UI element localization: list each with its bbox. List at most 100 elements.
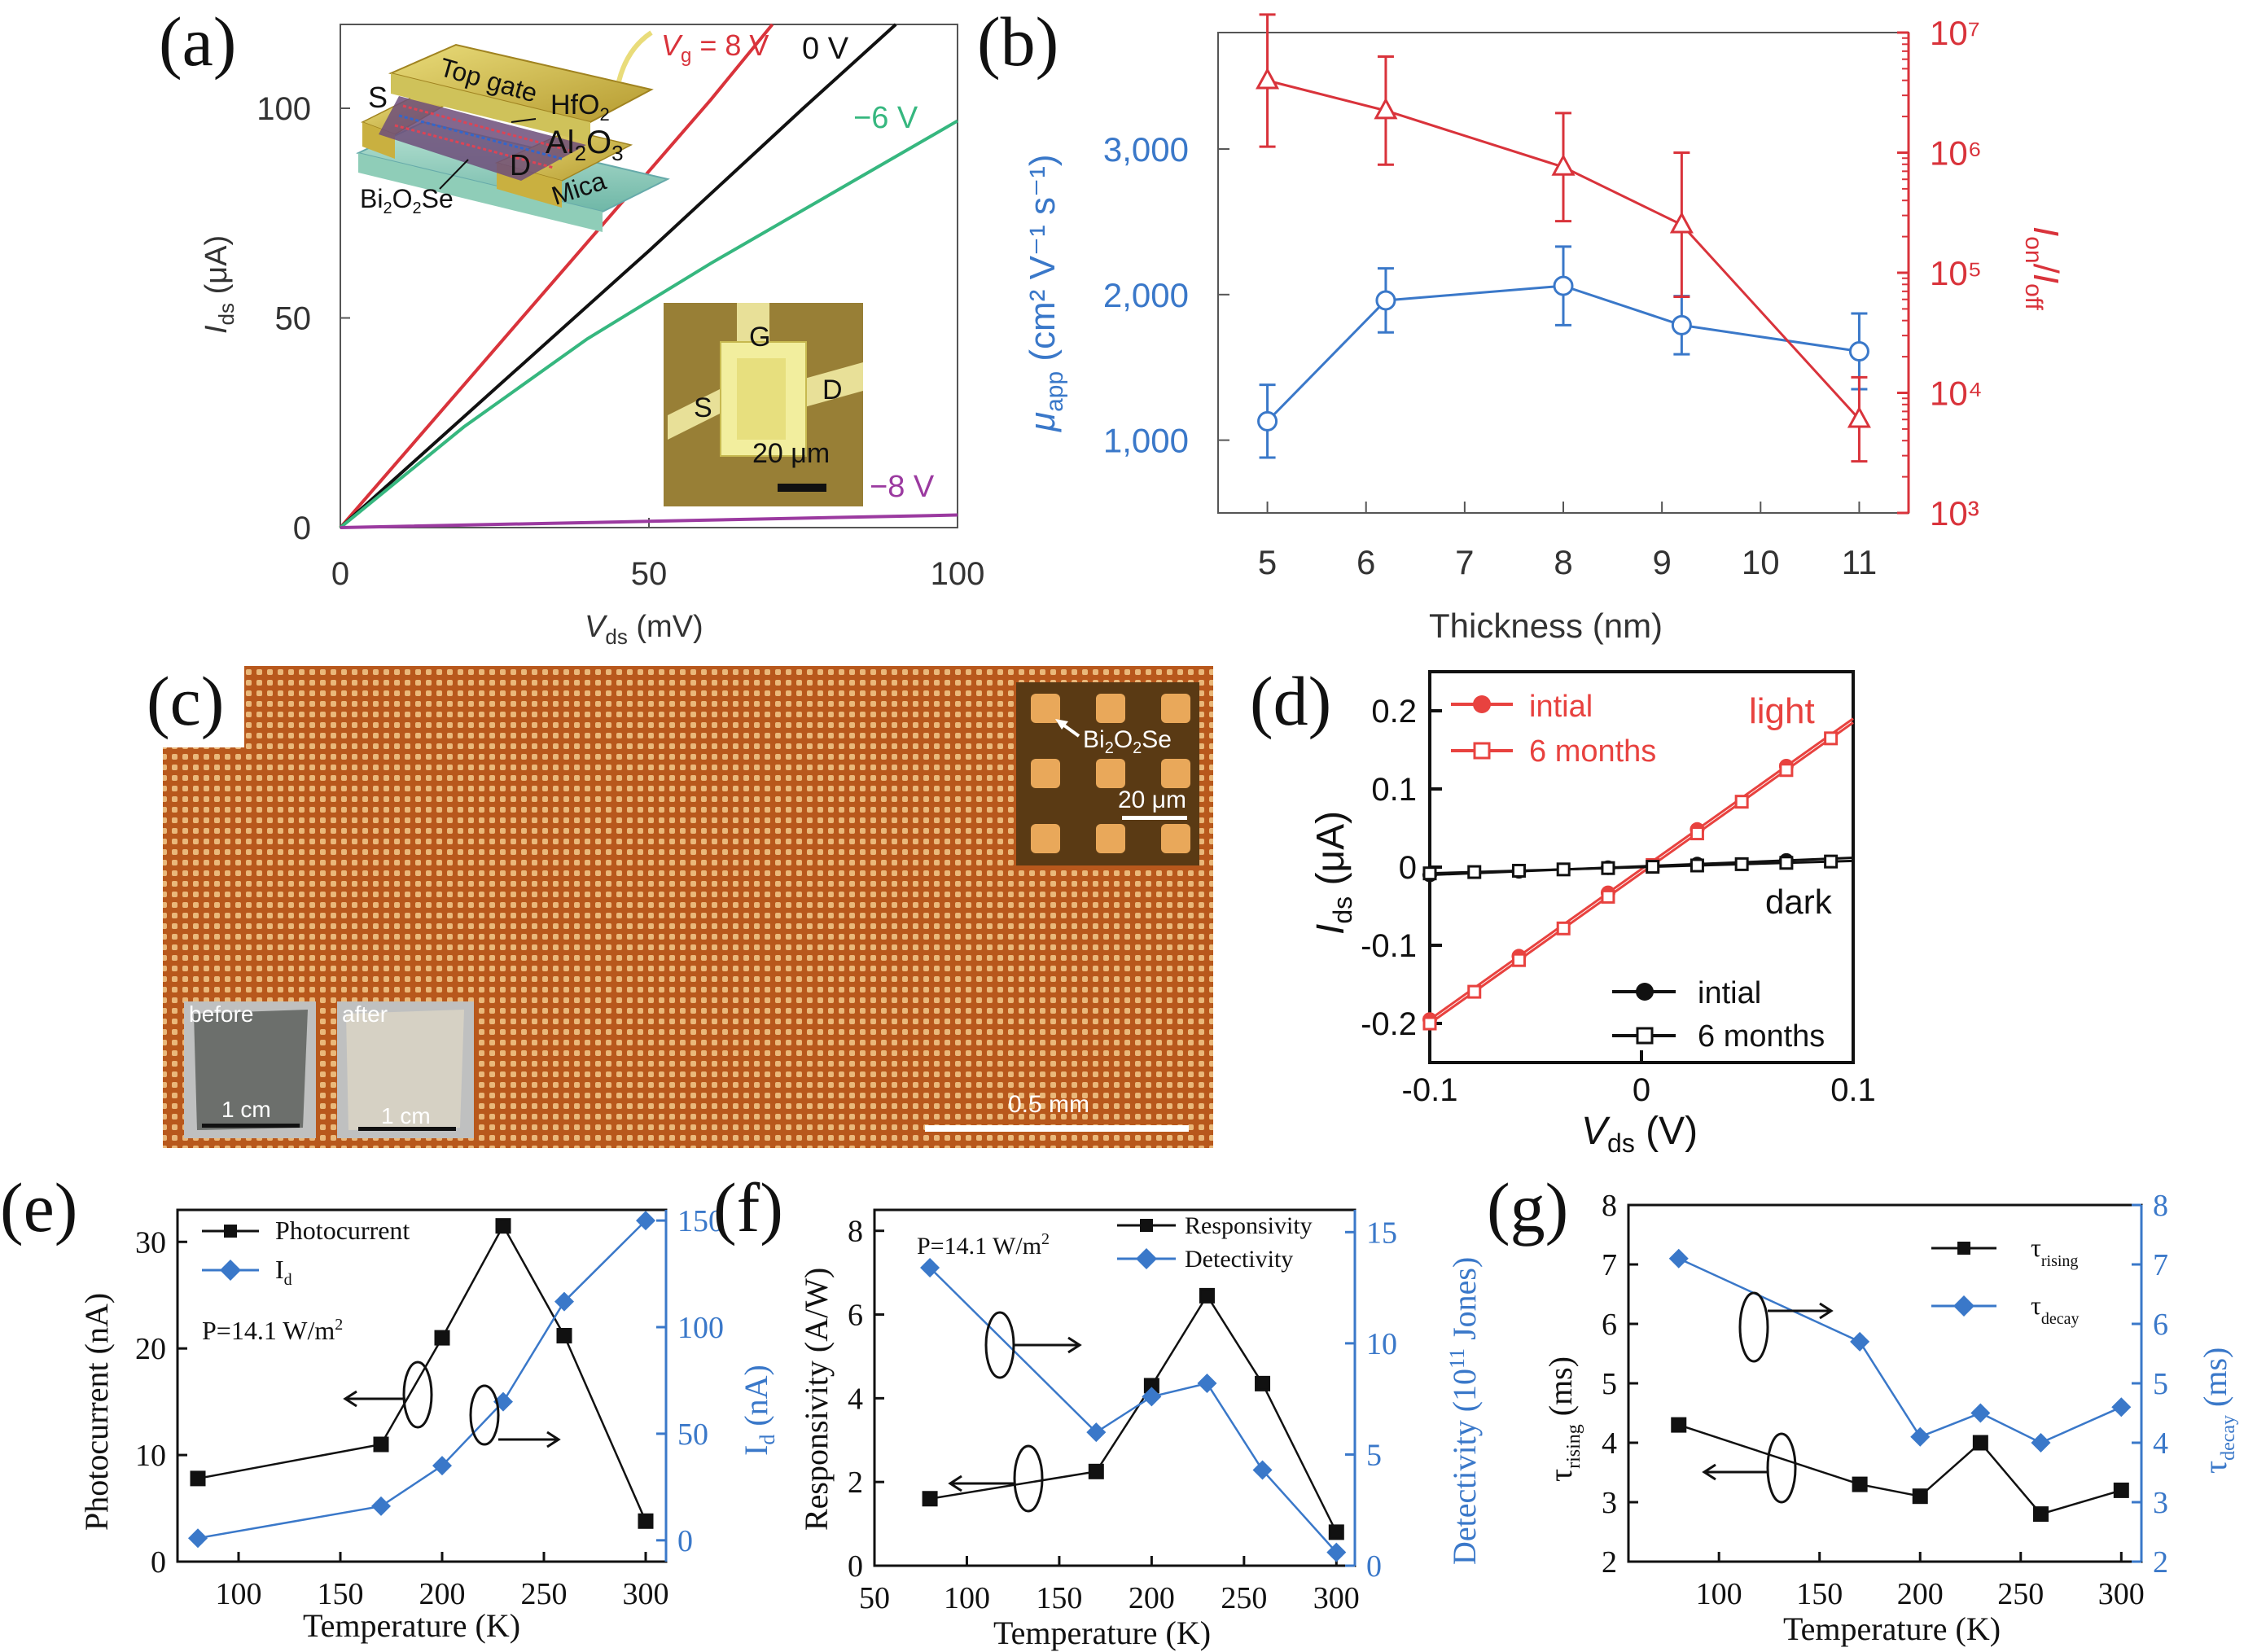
x-tick-label: 50	[859, 1581, 890, 1615]
y-tick-label-right: 15	[1366, 1216, 1397, 1250]
axis-ticks: -0.1 0 0.1 0.2 0.1 0 -0.1 -0.2	[1361, 694, 1876, 1108]
data-point-light_6m	[1467, 984, 1482, 999]
y-tick-label-left: 3,000	[1103, 130, 1189, 169]
photo-label-s: S	[694, 392, 712, 423]
y-tick-label-left: 20	[135, 1332, 166, 1366]
data-point-light_6m	[1556, 921, 1571, 936]
data-point-rising	[1852, 1476, 1868, 1492]
plot-lines	[1668, 1248, 2132, 1523]
panel-label-c: (c)	[147, 662, 224, 740]
data-point-dark_6m	[1690, 858, 1704, 873]
wafer-before-photo: before 1 cm	[184, 1001, 316, 1138]
y-axis-label-b-left: μapp (cm² V⁻¹ s⁻¹)	[1023, 154, 1068, 432]
legend-light: intial 6 months	[1451, 690, 1656, 769]
x-tick-label: -0.1	[1402, 1072, 1458, 1108]
y-tick-label: 0	[293, 510, 311, 546]
y-tick-label-left: 8	[848, 1215, 863, 1249]
legend-id: Id	[275, 1255, 292, 1289]
series-line-m8V	[340, 513, 958, 529]
y-tick-label-right: 8	[2153, 1189, 2168, 1223]
y-tick-label-right: 7	[2153, 1248, 2168, 1282]
y-tick-label: 100	[256, 91, 311, 127]
x-tick-label: 200	[1129, 1581, 1175, 1615]
x-tick-label: 100	[944, 1581, 990, 1615]
series-line-photocurrent	[197, 1224, 647, 1522]
legend-dark-6months: 6 months	[1698, 1019, 1825, 1054]
data-point-mobility	[1257, 410, 1278, 432]
panel-label-g: (g)	[1487, 1168, 1568, 1247]
x-tick-label: 300	[2098, 1577, 2145, 1611]
label-hfo2: HfO2	[550, 90, 610, 125]
data-point-dark_6m	[1779, 856, 1794, 870]
data-point-detectivity	[1197, 1374, 1217, 1394]
y-axis-label-b-right: Ion/Ioff	[2020, 226, 2066, 311]
y-axis-label-f-right: Detectivity (1011 Jones)	[1445, 1257, 1483, 1565]
data-point-id	[554, 1291, 574, 1312]
y-tick-label: -0.1	[1361, 928, 1417, 964]
x-tick-label: 5	[1258, 543, 1277, 581]
data-point-photocurrent	[190, 1470, 206, 1487]
y-tick-label-left: 2	[1602, 1545, 1617, 1580]
data-point-rising	[1671, 1417, 1687, 1433]
data-point-dark_6m	[1467, 865, 1482, 879]
y-axis-label-e-right: Id (nA)	[738, 1365, 779, 1456]
panel-label-d: (d)	[1250, 662, 1331, 740]
dark-label: dark	[1765, 883, 1833, 921]
y-tick-label-right: 5	[2153, 1367, 2168, 1401]
x-tick-label: 150	[1036, 1581, 1082, 1615]
panel-c: (c) Bi2O2Se 20 μm before 1 cm	[147, 662, 1213, 1148]
x-tick-label: 7	[1455, 543, 1474, 581]
y-tick-label: 50	[275, 301, 312, 337]
data-point-id	[432, 1456, 452, 1476]
x-tick-label: 0	[331, 556, 349, 592]
data-point-id	[371, 1496, 391, 1516]
data-point-responsivity	[1328, 1524, 1344, 1540]
x-tick-label: 250	[1997, 1577, 2044, 1611]
data-point-detectivity	[1252, 1460, 1273, 1480]
data-point-id	[188, 1528, 208, 1549]
panel-e-frame	[176, 1208, 668, 1563]
y-tick-label-left: 4	[848, 1382, 863, 1416]
data-point-light_6m	[1601, 889, 1615, 904]
x-tick-label: 0.1	[1830, 1072, 1876, 1108]
y-tick-label-left: 6	[1602, 1308, 1617, 1342]
y-axis-label-f-left: Responsivity (A/W)	[798, 1268, 835, 1531]
data-point-mobility	[1848, 341, 1869, 362]
data-point-dark_6m	[1646, 860, 1660, 874]
panel-b: (b) 5 6 7 8 9 10 11 1,000 2,000 3,000 10³ 10⁴ 10⁵ 10⁶…	[977, 2, 2066, 645]
x-axis-label-b: Thickness (nm)	[1429, 607, 1663, 645]
y-tick-label-right: 3	[2153, 1486, 2168, 1520]
series-line-responsivity	[929, 1294, 1338, 1533]
data-point-decay	[1668, 1248, 1689, 1269]
plot-lines	[1422, 717, 1854, 1031]
legend-detectivity: Detectivity	[1185, 1246, 1293, 1273]
series-line-m6V	[339, 119, 959, 529]
photo-label-g: G	[749, 322, 770, 353]
y-tick-label-right: 0	[1366, 1549, 1382, 1584]
y-tick-label-right: 4	[2153, 1426, 2168, 1461]
data-point-dark_6m	[1824, 854, 1839, 869]
x-axis-label-a: Vds (mV)	[585, 610, 703, 649]
y-tick-label-right: 10⁵	[1930, 254, 1982, 292]
data-point-onoff	[1256, 67, 1280, 90]
x-tick-label: 50	[631, 556, 668, 592]
y-tick-label-right: 10³	[1930, 494, 1979, 532]
series-line-id	[197, 1220, 646, 1540]
x-axis-label-g: Temperature (K)	[1783, 1610, 2001, 1647]
data-point-photocurrent	[495, 1218, 511, 1234]
arrow-annotations-e	[343, 1361, 561, 1448]
curve-label-0v: 0 V	[802, 32, 849, 66]
data-point-dark_6m	[1601, 861, 1615, 875]
x-tick-label: 300	[623, 1577, 669, 1611]
x-tick-label: 250	[521, 1577, 568, 1611]
x-tick-label: 300	[1313, 1581, 1360, 1615]
inset-scale-bar	[1122, 816, 1187, 820]
data-point-rising	[2113, 1482, 2129, 1498]
series-line-rising	[1678, 1423, 2122, 1516]
data-point-light_6m	[1779, 763, 1794, 778]
data-point-dark_6m	[1556, 862, 1571, 877]
x-tick-label: 8	[1554, 543, 1572, 581]
y-tick-label: 0.1	[1371, 772, 1417, 808]
